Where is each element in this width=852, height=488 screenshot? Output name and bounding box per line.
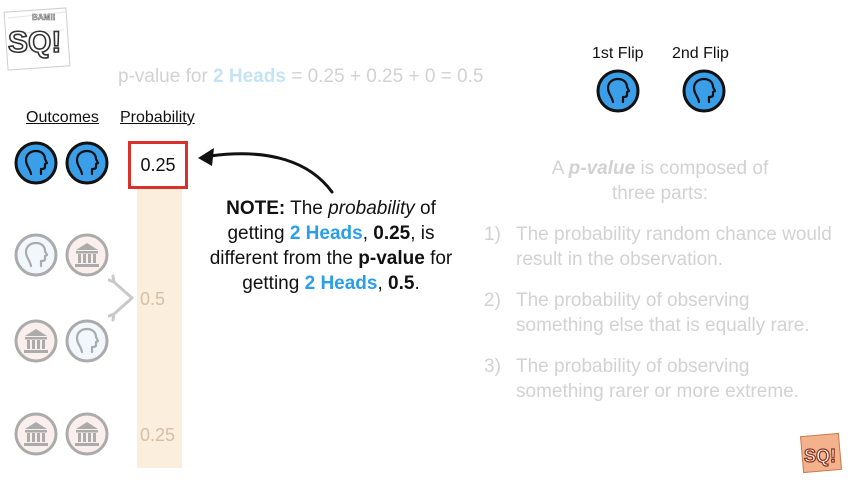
note-block: NOTE: The probability of getting 2 Heads… (196, 196, 466, 296)
note-text: , is different from the (209, 223, 435, 269)
note-italic: probability (328, 198, 415, 219)
head-silhouette-icon (682, 69, 726, 113)
list-item: 3) The probability of observing somethin… (484, 354, 834, 404)
list-number: 3) (484, 356, 501, 377)
temple-icon (65, 233, 109, 277)
head-silhouette-icon (14, 141, 58, 185)
list-text: The probability of observing something r… (516, 356, 799, 402)
pvalue-parts-list: 1) The probability random chance would r… (484, 222, 834, 420)
pvalue-equation: p-value for 2 Heads = 0.25 + 0.25 + 0 = … (118, 66, 483, 88)
list-number: 2) (484, 290, 501, 311)
outcomes-header: Outcomes (26, 109, 99, 126)
note-text: The (285, 198, 329, 219)
pvalue-highlight: 2 Heads (213, 66, 286, 87)
note-highlight: 2 Heads (289, 223, 363, 244)
head-silhouette-icon (596, 69, 640, 113)
tails-tails-probability: 0.25 (140, 425, 176, 445)
list-text: The probability random chance would resu… (516, 224, 832, 270)
pvalue-prefix: p-value for (118, 66, 214, 87)
grouping-bracket (108, 274, 134, 322)
statquest-logo: SQ! BAM!! (3, 7, 71, 71)
svg-text:SQ!: SQ! (804, 446, 836, 466)
note-text: of getting (227, 198, 436, 244)
list-text: The probability of observing something e… (516, 290, 810, 336)
statquest-logo: SQ! (800, 432, 842, 474)
svg-text:SQ!: SQ! (8, 26, 61, 59)
head-silhouette-icon (65, 141, 109, 185)
second-flip-label: 2nd Flip (672, 45, 729, 62)
pvalue-equation-text: = 0.25 + 0.25 + 0 = 0.5 (285, 66, 484, 87)
note-highlight: 2 Heads (304, 273, 378, 294)
note-text: , (362, 223, 374, 244)
temple-icon (14, 319, 58, 363)
definition-text: A (551, 158, 569, 179)
note-text: for getting (242, 248, 453, 294)
temple-icon (65, 412, 109, 456)
note-bold: p-value (358, 248, 425, 269)
note-lead: NOTE: (226, 198, 286, 219)
temple-icon (14, 412, 58, 456)
curved-arrow (198, 148, 334, 194)
list-number: 1) (484, 224, 501, 245)
probability-column-bar (137, 180, 182, 468)
first-flip-label: 1st Flip (592, 45, 644, 62)
note-bold: 0.25 (373, 223, 411, 244)
head-silhouette-icon (65, 319, 109, 363)
probability-header: Probability (120, 109, 195, 126)
definition-text: three parts: (611, 183, 709, 204)
list-item: 2) The probability of observing somethin… (484, 288, 834, 338)
definition-text: is composed of (635, 158, 769, 179)
list-item: 1) The probability random chance would r… (484, 222, 834, 272)
pvalue-definition-title: A p-value is composed of three parts: (505, 156, 815, 206)
note-bold: 0.5 (388, 273, 415, 294)
definition-term: p-value (568, 158, 636, 179)
svg-text:BAM!!: BAM!! (32, 13, 56, 22)
grouped-probability: 0.5 (140, 289, 166, 309)
note-text: , (377, 273, 389, 294)
highlighted-probability: 0.25 (128, 141, 188, 189)
head-silhouette-icon (14, 233, 58, 277)
note-text: . (414, 273, 420, 294)
